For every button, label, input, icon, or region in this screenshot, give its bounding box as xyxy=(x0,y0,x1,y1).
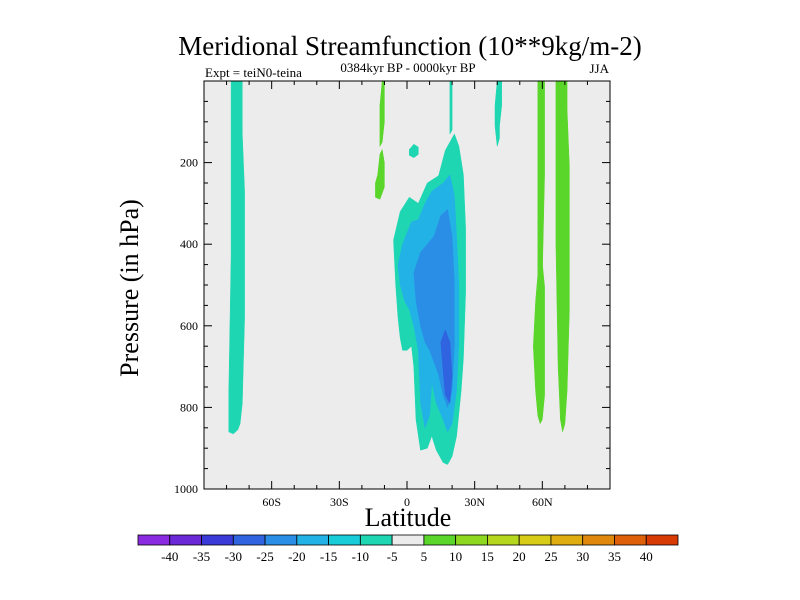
colorbar-label: -5 xyxy=(387,549,398,564)
colorbar-swatch xyxy=(296,534,329,546)
colorbar-swatch xyxy=(169,534,202,546)
subtitle-center: 0384kyr BP - 0000kyr BP xyxy=(340,60,475,75)
colorbar-label: -10 xyxy=(352,549,369,564)
colorbar-swatch xyxy=(582,534,615,546)
y-axis-label: Pressure (in hPa) xyxy=(115,199,144,377)
colorbar-label: 40 xyxy=(640,549,653,564)
colorbar-label: 5 xyxy=(421,549,428,564)
x-axis-label: Latitude xyxy=(365,503,452,532)
colorbar-swatch xyxy=(264,534,298,546)
axis-ticks: 60S 30S 0 30N 60N 200 400 600 800 1000 xyxy=(174,81,610,509)
colorbar-label: -40 xyxy=(161,549,178,564)
y-tick-label: 1000 xyxy=(174,482,198,496)
colorbar-label: 30 xyxy=(576,549,589,564)
chart-title: Meridional Streamfunction (10**9kg/m-2) xyxy=(178,31,641,61)
colorbar-label: 35 xyxy=(608,549,621,564)
contour-region-12-level-5 xyxy=(533,262,545,425)
colorbar-label: -15 xyxy=(320,549,337,564)
contour-region-0-level--10 xyxy=(228,80,245,435)
x-tick-label: 60S xyxy=(262,495,281,509)
colorbar-label: -30 xyxy=(225,549,242,564)
colorbar-label: -25 xyxy=(256,549,273,564)
contour-region-2-level--10 xyxy=(449,80,453,135)
colorbar-swatch xyxy=(614,534,647,546)
x-tick-label: 30S xyxy=(330,495,349,509)
colorbar-label: 15 xyxy=(481,549,494,564)
colorbar-label: 10 xyxy=(449,549,462,564)
contour-region-10-level-5 xyxy=(555,80,570,432)
colorbar-swatch xyxy=(518,534,552,546)
colorbar: -40 -35 -30 -25 -20 -15 -10 -5 5 10 15 20 25 30 35 40 xyxy=(137,534,679,564)
colorbar-swatch xyxy=(645,534,679,546)
contour-regions xyxy=(228,80,570,465)
colorbar-swatch xyxy=(328,534,361,546)
subtitle-left: Expt = teiN0-teina xyxy=(205,65,302,80)
colorbar-swatch xyxy=(550,534,584,546)
colorbar-swatch xyxy=(391,534,425,546)
x-tick-label: 30N xyxy=(464,495,485,509)
colorbar-label: 25 xyxy=(544,549,557,564)
colorbar-swatch xyxy=(137,534,171,546)
contour-region-4-level--10 xyxy=(409,143,419,158)
y-tick-label: 200 xyxy=(180,156,198,170)
y-tick-label: 800 xyxy=(180,400,198,414)
colorbar-swatch xyxy=(455,534,488,546)
y-tick-label: 600 xyxy=(180,319,198,333)
colorbar-swatch xyxy=(487,534,520,546)
x-tick-label: 0 xyxy=(404,495,410,509)
colorbar-swatch xyxy=(232,534,266,546)
y-tick-label: 400 xyxy=(180,237,198,251)
x-tick-label: 60N xyxy=(532,495,553,509)
subtitle-right: JJA xyxy=(589,61,609,76)
colorbar-swatch xyxy=(201,534,234,546)
colorbar-swatch xyxy=(423,534,457,546)
colorbar-swatch xyxy=(359,534,393,546)
contour-region-3-level--10 xyxy=(494,80,502,147)
colorbar-label: -35 xyxy=(193,549,210,564)
contour-region-9-level-5 xyxy=(375,148,385,200)
colorbar-label: -20 xyxy=(288,549,305,564)
colorbar-label: 20 xyxy=(513,549,526,564)
contour-region-7-level--25 xyxy=(440,329,453,405)
